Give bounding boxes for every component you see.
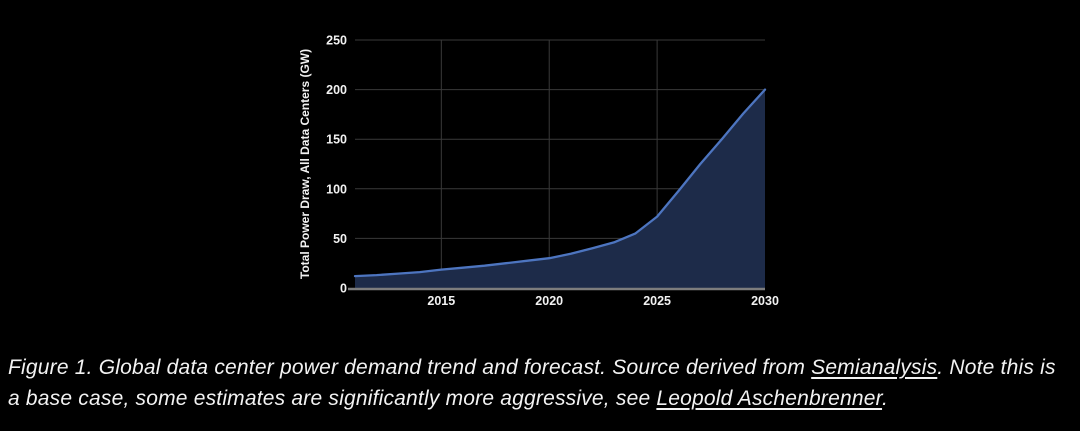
caption-line: a base case, some estimates are signific… xyxy=(8,383,1072,414)
caption-text: . Note this is xyxy=(937,356,1056,379)
power-demand-chart-svg: 0 50 100 150 200 250 2015 2020 2025 2030 Total Pow… xyxy=(298,34,779,309)
y-tick-label: 250 xyxy=(326,34,347,48)
power-demand-chart: 0 50 100 150 200 250 2015 2020 2025 2030 Total Pow… xyxy=(295,8,790,320)
y-tick-label: 200 xyxy=(326,83,347,97)
caption-line: Figure 1. Global data center power deman… xyxy=(8,352,1072,383)
caption-text: . xyxy=(882,387,889,410)
trend-line xyxy=(353,88,767,278)
caption-text: a base case, some estimates are signific… xyxy=(8,387,657,410)
figure-caption: Figure 1. Global data center power deman… xyxy=(8,352,1072,414)
leopold-aschenbrenner-link[interactable]: Leopold Aschenbrenner xyxy=(656,387,883,410)
semianalysis-link[interactable]: Semianalysis xyxy=(811,356,938,379)
y-tick-label: 50 xyxy=(333,232,347,246)
area-fill xyxy=(355,89,765,288)
caption-text: Figure 1. Global data center power deman… xyxy=(8,356,812,379)
x-tick-label: 2025 xyxy=(643,294,671,308)
x-tick-label: 2020 xyxy=(535,294,563,308)
y-axis-title: Total Power Draw, All Data Centers (GW) xyxy=(298,49,312,279)
x-tick-label: 2030 xyxy=(751,294,779,308)
y-tick-label: 100 xyxy=(326,182,347,196)
y-tick-label: 0 xyxy=(340,282,347,296)
x-tick-label: 2015 xyxy=(427,294,455,308)
y-tick-label: 150 xyxy=(326,133,347,147)
